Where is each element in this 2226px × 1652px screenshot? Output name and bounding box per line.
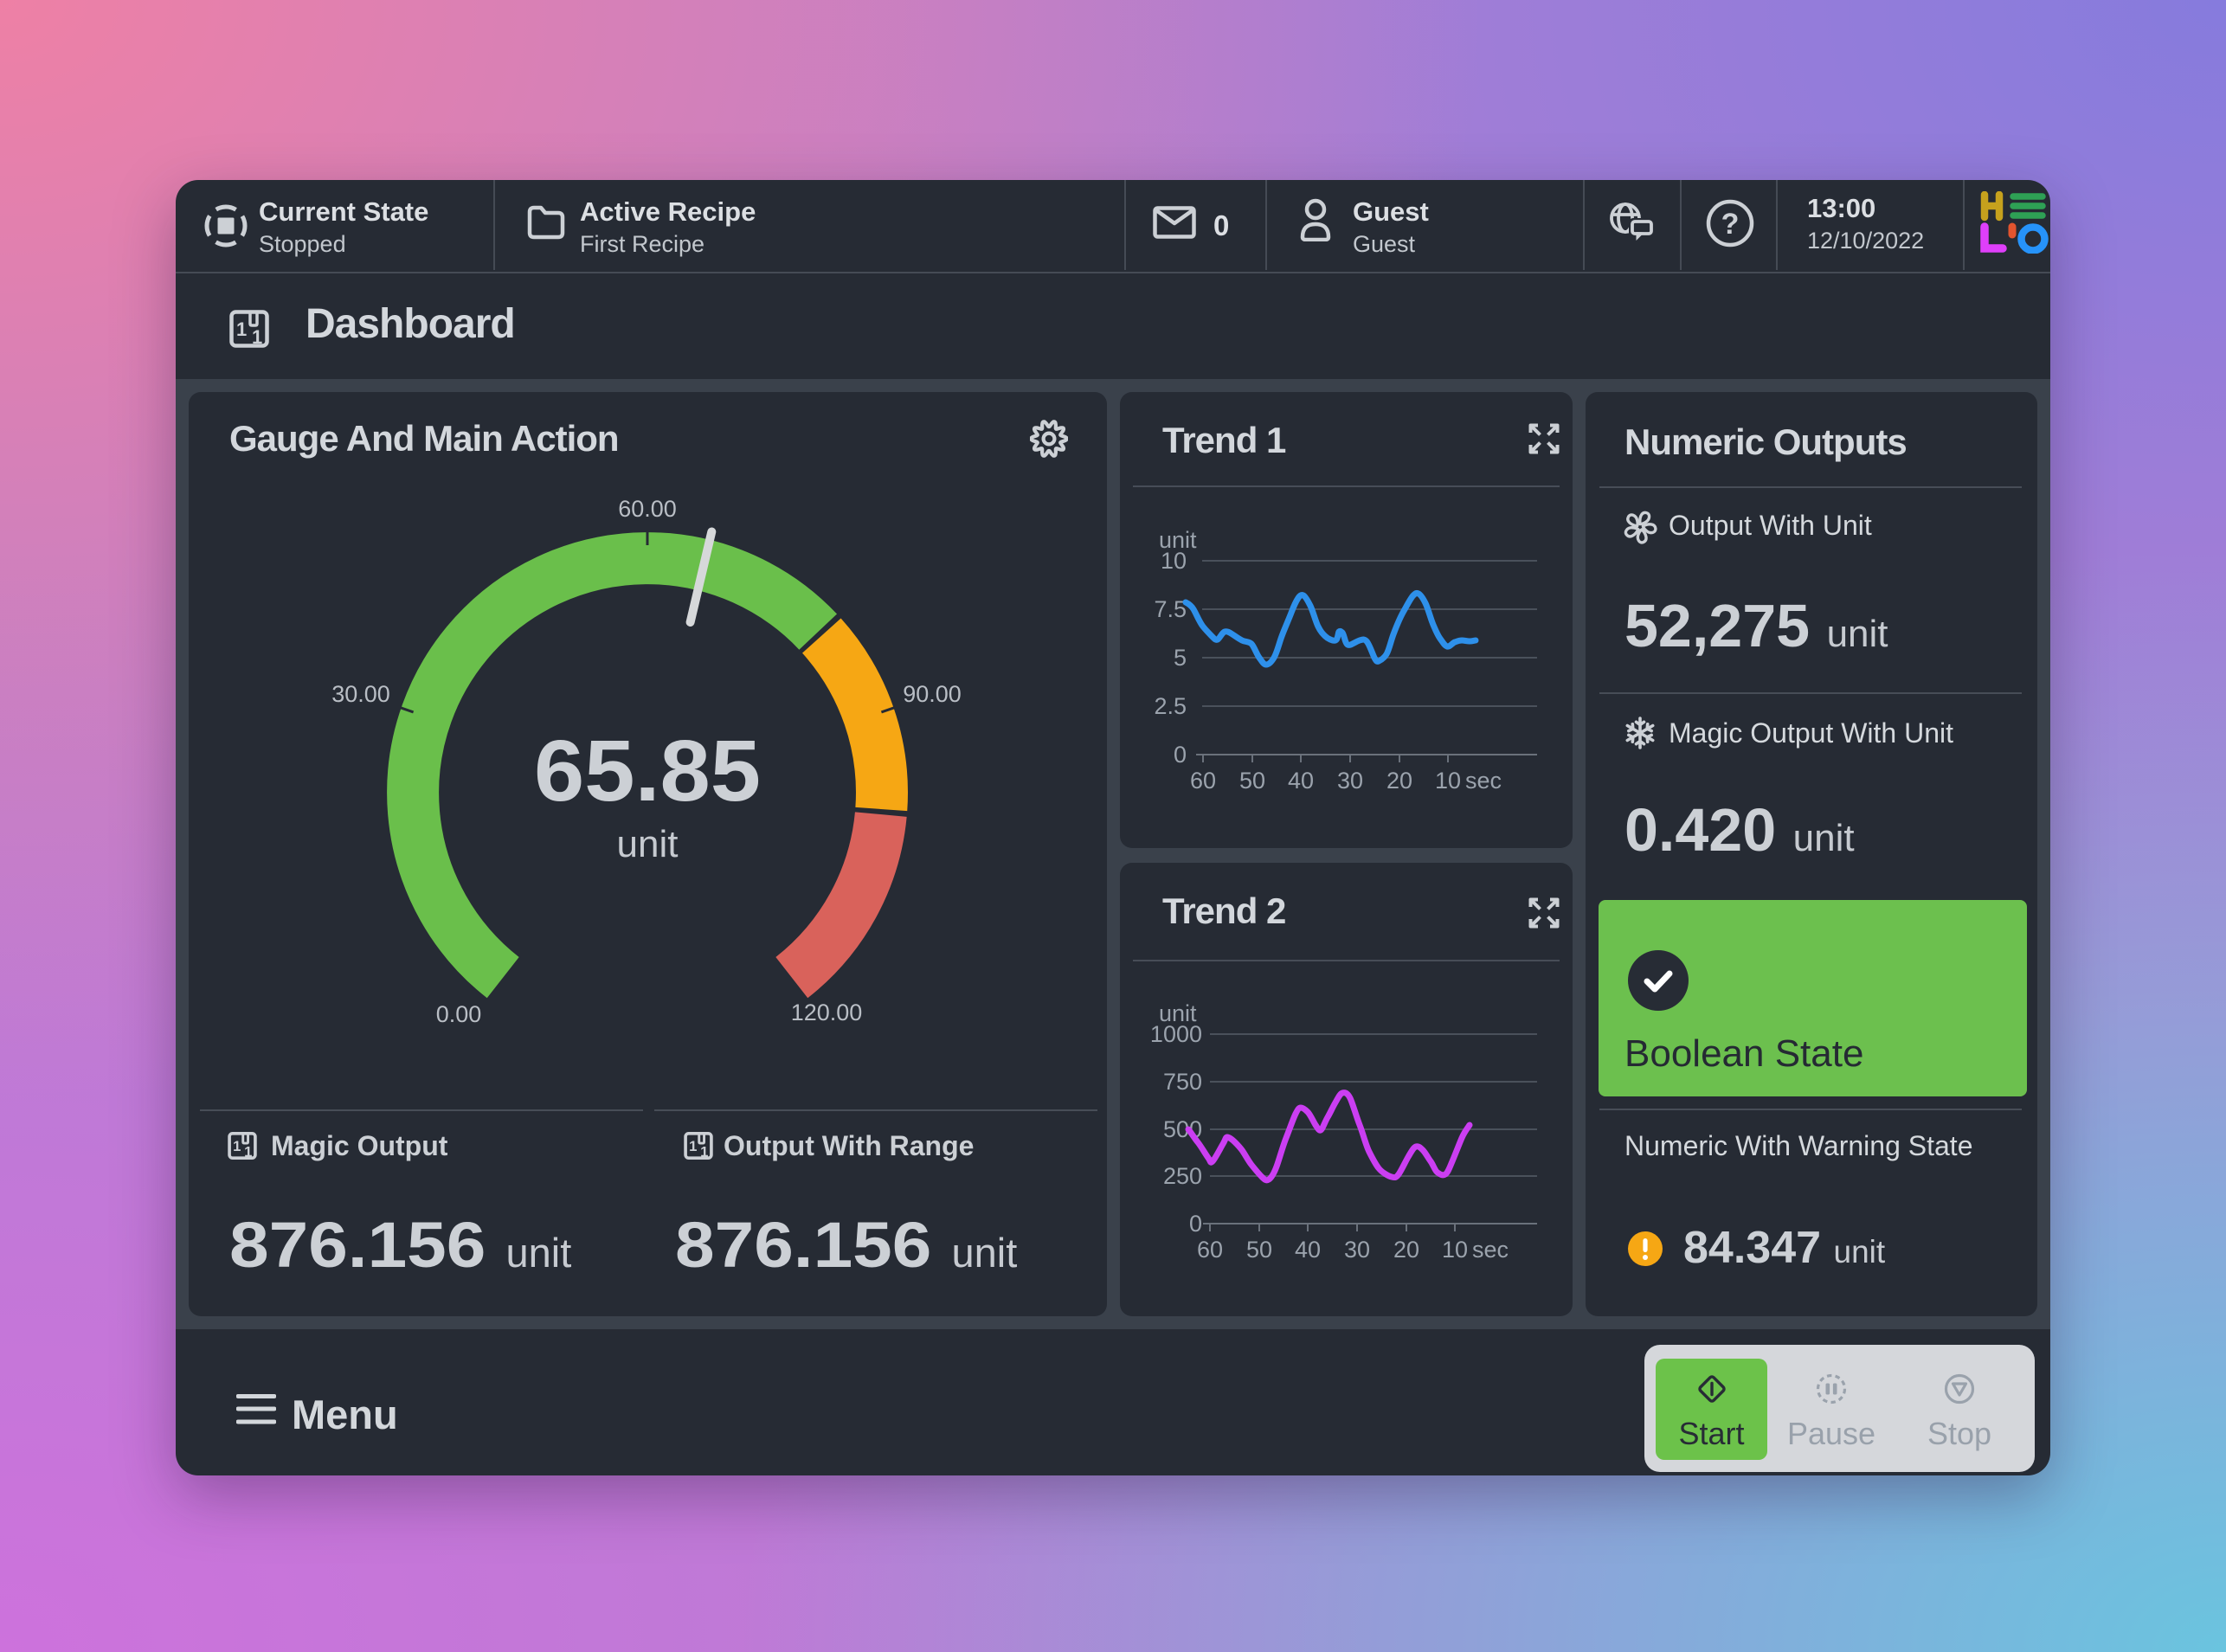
svg-text:40: 40: [1295, 1237, 1321, 1263]
svg-text:60: 60: [1197, 1237, 1223, 1263]
svg-text:?: ?: [1721, 208, 1740, 241]
svg-text:unit: unit: [617, 823, 679, 865]
svg-text:sec: sec: [1472, 1237, 1509, 1263]
svg-text:sec: sec: [1465, 768, 1502, 794]
svg-text:90.00: 90.00: [903, 681, 962, 707]
svg-text:750: 750: [1163, 1069, 1202, 1095]
svg-text:50: 50: [1246, 1237, 1272, 1263]
svg-text:60: 60: [1190, 768, 1216, 794]
svg-text:65.85: 65.85: [534, 723, 761, 820]
svg-text:7.5: 7.5: [1154, 596, 1187, 622]
svg-text:1000: 1000: [1150, 1021, 1202, 1047]
svg-text:30: 30: [1344, 1237, 1370, 1263]
svg-text:0: 0: [1174, 742, 1187, 768]
svg-text:10: 10: [1161, 548, 1187, 574]
svg-text:0: 0: [1189, 1211, 1202, 1237]
svg-text:10: 10: [1442, 1237, 1468, 1263]
svg-text:1: 1: [689, 1138, 697, 1154]
svg-text:1: 1: [236, 318, 247, 340]
svg-text:5: 5: [1174, 645, 1187, 671]
svg-text:unit: unit: [1159, 527, 1197, 553]
svg-text:10: 10: [1435, 768, 1461, 794]
svg-text:0.00: 0.00: [436, 1001, 482, 1027]
svg-text:1: 1: [244, 1143, 252, 1160]
svg-text:2.5: 2.5: [1154, 693, 1187, 719]
svg-text:120.00: 120.00: [791, 1000, 863, 1025]
svg-text:250: 250: [1163, 1163, 1202, 1189]
svg-text:40: 40: [1288, 768, 1314, 794]
svg-text:1: 1: [252, 326, 262, 348]
svg-text:1: 1: [700, 1143, 708, 1160]
svg-text:1: 1: [233, 1138, 241, 1154]
svg-text:20: 20: [1393, 1237, 1419, 1263]
svg-text:50: 50: [1239, 768, 1265, 794]
svg-text:20: 20: [1386, 768, 1412, 794]
svg-text:30.00: 30.00: [331, 681, 390, 707]
svg-text:30: 30: [1337, 768, 1363, 794]
svg-text:unit: unit: [1159, 1000, 1197, 1026]
svg-text:60.00: 60.00: [618, 496, 677, 522]
